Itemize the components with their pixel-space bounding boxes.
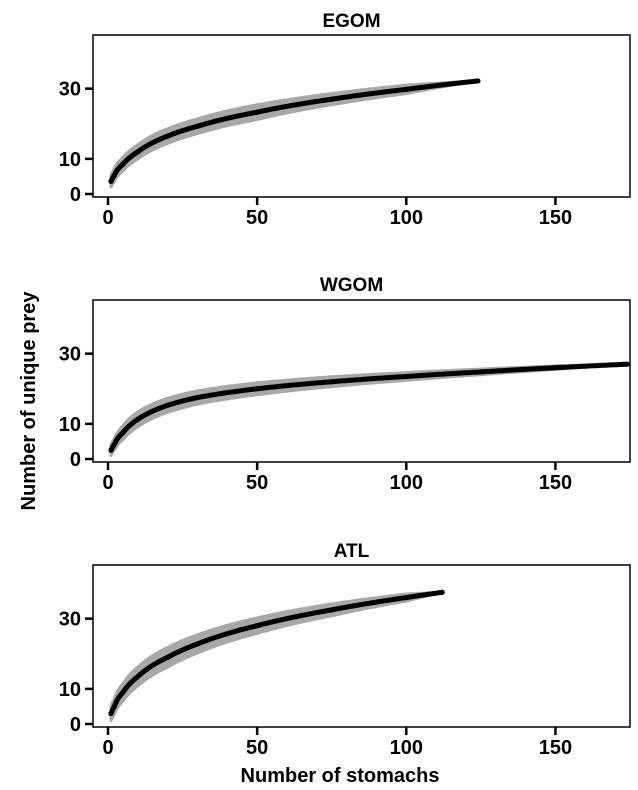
data-point-atl-5 (194, 641, 201, 647)
y-tick-label-egom-10: 10 (59, 149, 81, 171)
data-point-atl-4 (165, 654, 171, 660)
data-point-wgom-4 (165, 402, 171, 408)
plot-frame-atl (92, 564, 631, 728)
data-point-wgom-8 (403, 373, 409, 380)
x-tick-label-egom-100: 100 (390, 207, 423, 229)
data-point-wgom-10 (552, 365, 559, 371)
x-tick-label-egom-50: 50 (246, 207, 268, 229)
confidence-band-atl (109, 590, 444, 722)
x-axis-title: Number of stomachs (241, 765, 440, 787)
y-tick-label-egom-30: 30 (59, 79, 81, 101)
y-tick-label-egom-0: 0 (70, 184, 81, 206)
panel-title-atl: ATL (334, 541, 370, 562)
data-point-atl-7 (329, 607, 335, 613)
y-tick-label-wgom-10: 10 (59, 414, 81, 436)
y-tick-label-wgom-0: 0 (70, 449, 81, 471)
data-point-egom-4 (165, 133, 171, 139)
panel-title-wgom: WGOM (320, 275, 383, 296)
panel-egom: EGOM 0 10 30 0 50 100 150 (59, 11, 631, 229)
y-tick-label-atl-30: 30 (59, 609, 81, 631)
data-point-wgom-7 (329, 379, 335, 385)
panel-title-egom: EGOM (322, 11, 380, 32)
y-axis-title: Number of unique prey (18, 291, 40, 511)
x-tick-label-wgom-100: 100 (390, 472, 423, 494)
data-point-egom-9 (475, 78, 481, 84)
x-tick-label-atl-100: 100 (390, 737, 423, 759)
data-point-atl-8 (403, 594, 409, 601)
data-point-wgom-5 (194, 394, 201, 401)
x-tick-label-egom-0: 0 (102, 207, 113, 229)
data-point-atl-1 (111, 704, 117, 710)
x-tick-label-atl-150: 150 (539, 737, 572, 759)
y-tick-label-wgom-30: 30 (59, 344, 81, 366)
data-point-atl-3 (135, 673, 141, 680)
x-tick-label-egom-150: 150 (539, 207, 572, 229)
data-point-egom-0 (108, 178, 114, 184)
data-point-atl-6 (254, 623, 260, 629)
y-tick-label-atl-0: 0 (70, 714, 81, 736)
data-point-egom-3 (135, 149, 141, 155)
y-tick-label-atl-10: 10 (59, 679, 81, 701)
confidence-band-egom (109, 79, 480, 189)
data-point-atl-2 (120, 689, 126, 695)
x-tick-label-atl-0: 0 (102, 737, 113, 759)
data-point-wgom-6 (254, 386, 260, 392)
data-point-wgom-9 (478, 369, 484, 375)
data-point-egom-8 (403, 86, 409, 92)
data-point-wgom-11 (624, 361, 630, 367)
plot-frame-wgom (92, 299, 631, 463)
data-point-wgom-1 (111, 442, 117, 448)
panel-atl: ATL 0 10 30 0 50 100 150 (59, 541, 631, 759)
data-point-wgom-3 (135, 416, 141, 422)
x-tick-label-atl-50: 50 (246, 737, 268, 759)
data-point-egom-2 (120, 161, 126, 167)
data-point-egom-6 (254, 109, 260, 115)
data-point-egom-1 (111, 173, 117, 179)
data-point-atl-0 (108, 710, 114, 717)
plot-frame-egom (92, 34, 631, 198)
data-point-egom-5 (194, 123, 201, 129)
data-point-wgom-2 (120, 430, 126, 436)
data-point-wgom-0 (108, 447, 114, 453)
panel-wgom: WGOM 0 10 30 0 50 100 150 (59, 275, 631, 494)
data-point-egom-7 (329, 96, 335, 102)
data-point-atl-9 (439, 589, 445, 595)
x-tick-label-wgom-0: 0 (102, 472, 113, 494)
x-tick-label-wgom-150: 150 (539, 472, 572, 494)
mean-curve-egom (108, 78, 481, 184)
x-tick-label-wgom-50: 50 (246, 472, 268, 494)
